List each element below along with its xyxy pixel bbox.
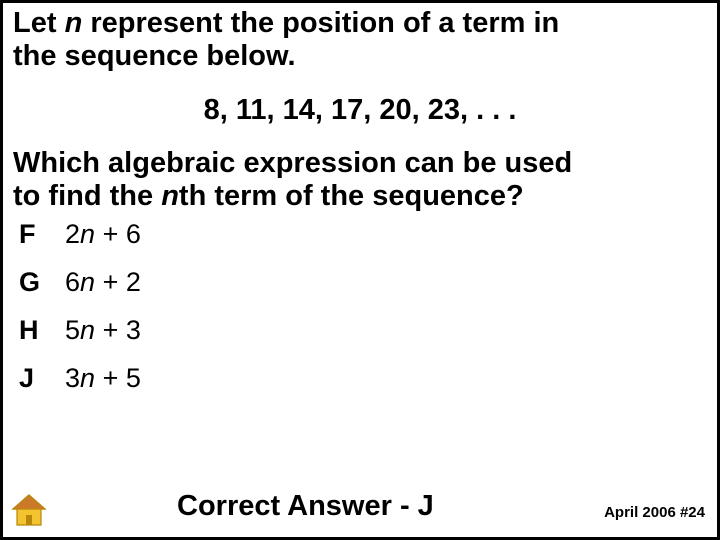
q1-text-a: Let: [13, 7, 65, 39]
q2-text-c: th term of the sequence?: [179, 180, 524, 212]
q2-line2: to find the nth term of the sequence?: [13, 180, 554, 212]
choice-expr: 2n + 6: [65, 219, 141, 250]
q2-var: n: [161, 180, 179, 212]
q1-var: n: [65, 7, 83, 39]
choice-letter: J: [13, 363, 65, 394]
choice-expr: 3n + 5: [65, 363, 141, 394]
question-part1: Let n represent the position of a term i…: [13, 7, 707, 74]
q2-text-b: to find the: [13, 180, 161, 212]
source-meta: April 2006 #24: [604, 504, 705, 521]
choice-letter: H: [13, 315, 65, 346]
q1-text-b: represent the position of a term in: [82, 7, 559, 39]
sequence: 8, 11, 14, 17, 20, 23, . . .: [13, 94, 707, 127]
choice-expr: 5n + 3: [65, 315, 141, 346]
choice-f[interactable]: F 2n + 6: [13, 219, 707, 250]
choices-list: F 2n + 6 G 6n + 2 H 5n + 3 J 3n + 5: [13, 219, 707, 394]
choice-h[interactable]: H 5n + 3: [13, 315, 707, 346]
choice-letter: G: [13, 267, 65, 298]
choice-g[interactable]: G 6n + 2: [13, 267, 707, 298]
choice-letter: F: [13, 219, 65, 250]
q1-text-c: the sequence below.: [13, 40, 296, 72]
correct-answer: Correct Answer - J: [177, 490, 434, 523]
choice-expr: 6n + 2: [65, 267, 141, 298]
home-icon[interactable]: [11, 493, 47, 529]
choice-j[interactable]: J 3n + 5: [13, 363, 707, 394]
slide: Let n represent the position of a term i…: [3, 3, 717, 537]
q2-text-a: Which algebraic expression can be used: [13, 147, 572, 179]
question-part2: Which algebraic expression can be used t…: [13, 147, 707, 214]
